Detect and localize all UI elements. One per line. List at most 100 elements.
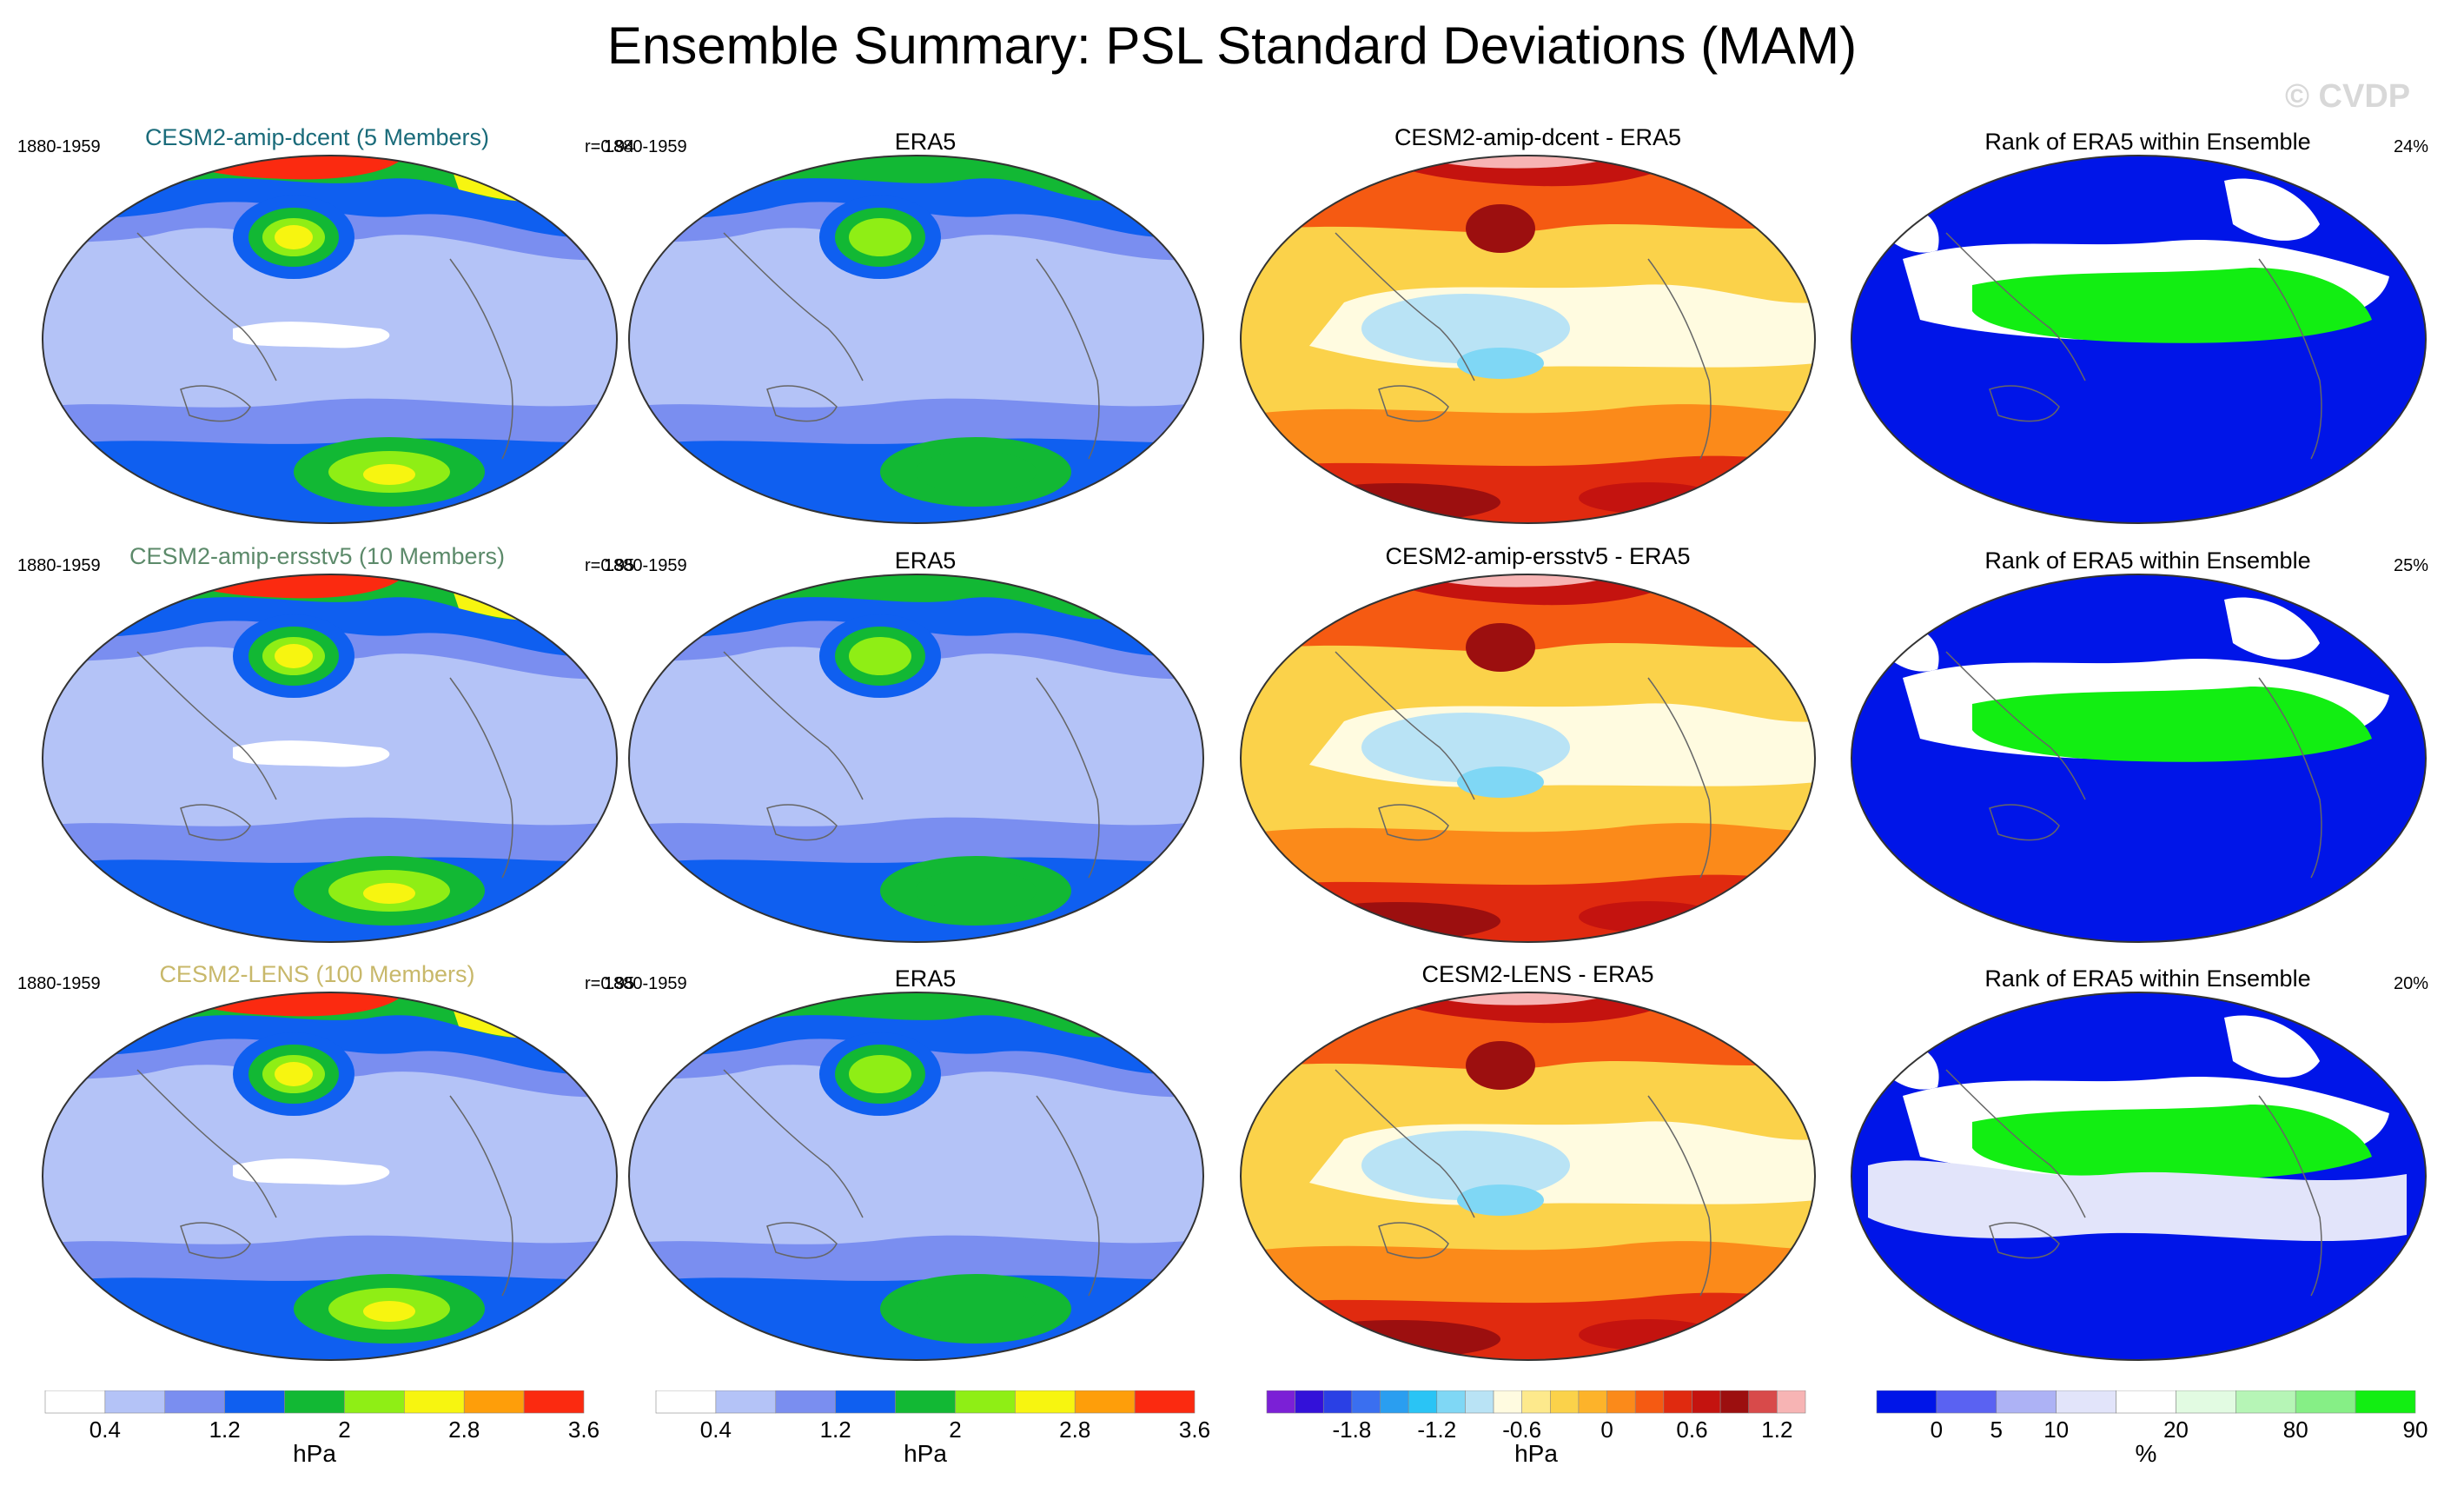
field-sh-yellow — [363, 1301, 415, 1322]
map-border — [628, 574, 1204, 943]
map-border — [628, 992, 1204, 1361]
coastline-asia — [1945, 1069, 2086, 1218]
map-border — [42, 155, 618, 524]
map-panel-std — [42, 574, 618, 943]
colorbar-tick-label: 3.6 — [1179, 1417, 1210, 1443]
coastline-americas — [2258, 1095, 2322, 1297]
colorbar-swatch — [1777, 1390, 1806, 1414]
colorbar-swatch — [2116, 1390, 2176, 1414]
colorbar-unit-label: hPa — [293, 1440, 336, 1467]
colorbar-swatch — [1748, 1390, 1778, 1414]
coastline-australia — [180, 804, 251, 841]
coastline-asia — [1945, 232, 2086, 382]
coastline-australia — [1989, 804, 2060, 841]
coastline-asia — [723, 1069, 864, 1218]
field-tropical-min — [233, 740, 390, 767]
colorbar-tick-label: 0.6 — [1676, 1417, 1707, 1443]
field-aleutian-inner — [849, 218, 911, 256]
colorbar-swatch — [523, 1390, 585, 1414]
colorbar-swatch — [2355, 1390, 2416, 1414]
field-tropical-blue — [1457, 766, 1544, 798]
field-aleutian-core — [275, 644, 313, 668]
coastline-australia — [1989, 385, 2060, 422]
coastline-australia — [180, 1222, 251, 1259]
coastline-americas — [449, 258, 513, 460]
colorbar-swatch — [1074, 1390, 1136, 1414]
colorbar-tick-label: 1.2 — [820, 1417, 851, 1443]
colorbar-tick-label: 2 — [949, 1417, 961, 1443]
colorbar-tick-label: 90 — [2403, 1417, 2428, 1443]
panel-stat-label: r=0.95 — [585, 974, 635, 993]
colorbar-swatch — [1322, 1390, 1353, 1414]
colorbar-swatch — [1351, 1390, 1381, 1414]
colorbar-swatch — [1663, 1390, 1692, 1414]
map-border — [42, 574, 618, 943]
panel-period-label: 1880-1959 — [604, 137, 687, 156]
colorbar-tick-label: 0 — [1600, 1417, 1613, 1443]
colorbar-tick-label: -1.2 — [1417, 1417, 1456, 1443]
colorbar-swatch — [404, 1390, 465, 1414]
colorbar-tick-label: 10 — [2043, 1417, 2069, 1443]
colorbar-swatch — [1465, 1390, 1494, 1414]
colorbar-swatch — [1606, 1390, 1636, 1414]
field-rank-white-north — [2224, 178, 2320, 241]
field-aleutian-inner — [849, 1055, 911, 1093]
colorbar-swatch — [1521, 1390, 1551, 1414]
field-sh-lime — [915, 1288, 1037, 1330]
coastline-australia — [766, 385, 838, 422]
panel-period-label: 1880-1959 — [604, 556, 687, 575]
colorbar-swatch — [1134, 1390, 1196, 1414]
colorbar-tick-label: 2.8 — [1059, 1417, 1090, 1443]
coastline-americas — [449, 1095, 513, 1297]
colorbar-swatch — [463, 1390, 525, 1414]
colorbar-swatch — [344, 1390, 405, 1414]
coastline-asia — [136, 651, 277, 800]
field-rank-white-west — [1877, 204, 1939, 253]
colorbar-swatch — [104, 1390, 166, 1414]
panel-title: CESM2-amip-ersstv5 - ERA5 — [1385, 543, 1691, 569]
colorbar-tick-label: 3.6 — [568, 1417, 599, 1443]
field-aleutian-core — [275, 1062, 313, 1086]
colorbar-unit-label: % — [2136, 1440, 2157, 1467]
map-border — [1240, 992, 1816, 1361]
field-tropical-cool — [1361, 1131, 1570, 1200]
coastline-australia — [1989, 1222, 2060, 1259]
field-rank-white-west — [1877, 623, 1939, 672]
colorbar-tick-label: 2 — [338, 1417, 350, 1443]
map-panel-rank — [1851, 574, 2427, 943]
colorbar-tick-label: 0.4 — [89, 1417, 121, 1443]
map-border — [1240, 574, 1816, 943]
field-tropical-blue — [1457, 1184, 1544, 1216]
map-panel-std — [42, 992, 618, 1361]
colorbar-unit-label: hPa — [1514, 1440, 1558, 1467]
panel-title: CESM2-amip-dcent (5 Members) — [144, 124, 490, 150]
coastline-asia — [1335, 651, 1475, 800]
map-border — [1240, 155, 1816, 524]
colorbar-rank: 051020809095100% — [1876, 1390, 2428, 1467]
colorbar-swatch — [1266, 1390, 1295, 1414]
field-sh-orange — [1241, 1292, 1815, 1360]
field-sh-lime — [915, 870, 1037, 912]
field-tropical-min — [233, 322, 390, 348]
field-aleutian-red — [1466, 623, 1535, 672]
colorbar-unit-label: hPa — [904, 1440, 947, 1467]
field-tropical-blue — [1457, 348, 1544, 379]
field-aleutian-inner — [849, 637, 911, 675]
colorbar-std: 0.41.222.83.64.45.26hPa — [655, 1390, 1210, 1467]
coastline-australia — [1378, 1222, 1449, 1259]
map-border — [1851, 574, 2427, 943]
coastline-australia — [180, 385, 251, 422]
map-panel-std — [628, 992, 1204, 1361]
field-rank-green — [1972, 687, 2372, 762]
colorbar-swatch — [1936, 1390, 1997, 1414]
colorbar-tick-label: 0 — [1931, 1417, 1943, 1443]
cvdp-watermark: © CVDP — [2285, 78, 2411, 115]
coastline-asia — [136, 232, 277, 382]
coastline-americas — [449, 677, 513, 879]
field-aleutian-red — [1466, 204, 1535, 253]
colorbar-tick-label: 80 — [2283, 1417, 2308, 1443]
colorbar-swatch — [1876, 1390, 1937, 1414]
field-sh-yellow — [363, 464, 415, 485]
colorbar-tick-label: 1.2 — [209, 1417, 241, 1443]
panel-title: ERA5 — [894, 965, 957, 992]
